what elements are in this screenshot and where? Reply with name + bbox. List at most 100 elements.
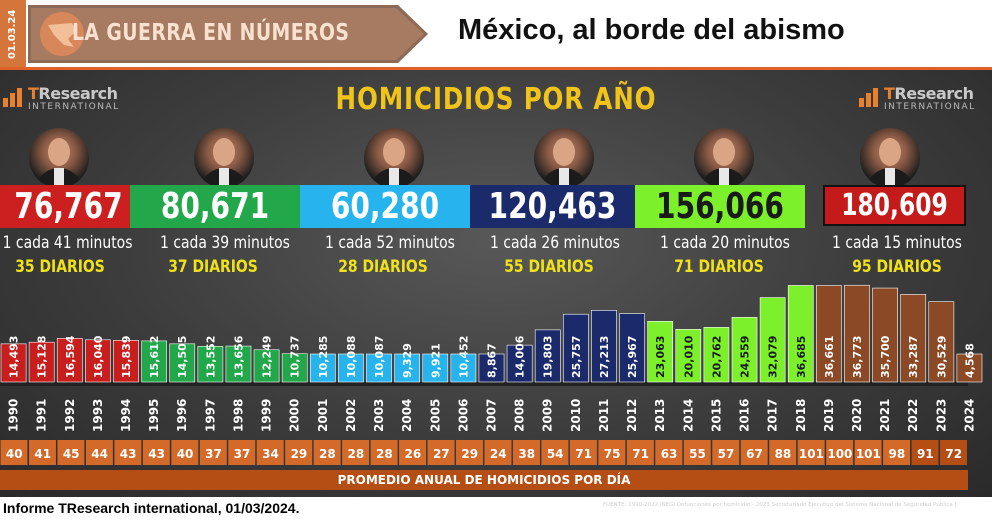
bar-value-label: 27,213 [598, 336, 611, 378]
daily-average-box [285, 440, 313, 465]
chart-panel: TResearch INTERNATIONAL TResearch INTERN… [0, 70, 992, 497]
year-label: 2012 [625, 399, 639, 432]
daily-average-value: 63 [661, 447, 678, 461]
bar-value-label: 33,287 [907, 336, 920, 378]
bar-value-label: 13,552 [204, 336, 217, 378]
bar-2015 [703, 327, 730, 383]
year-label: 2011 [597, 399, 611, 432]
daily-average-box [57, 440, 85, 465]
term-2-daily: 37 DIARIOS [168, 257, 258, 277]
source-note: FUENTE: 1990-2022 INEGI Defunciones por … [603, 502, 957, 508]
daily-average-value: 29 [461, 447, 478, 461]
daily-average-value: 26 [404, 447, 421, 461]
daily-average-value: 41 [34, 447, 51, 461]
year-label: 2001 [316, 399, 330, 432]
bar-value-label: 23,063 [654, 336, 667, 378]
bar-2008 [506, 344, 533, 383]
term-1-daily: 35 DIARIOS [15, 257, 105, 277]
daily-average-value: 101 [856, 447, 881, 461]
year-label: 2002 [344, 399, 358, 432]
bar-value-label: 16,594 [64, 335, 77, 378]
bar-1997 [197, 346, 224, 383]
year-label: 2020 [850, 399, 864, 432]
bar-value-label: 36,661 [823, 336, 836, 378]
bar-1998 [225, 345, 252, 383]
brand-name-prefix: T [28, 84, 39, 103]
daily-average-box [769, 440, 797, 465]
term-5-total: 156,066 [656, 186, 784, 227]
year-label: 2013 [653, 399, 667, 432]
term-2-total: 80,671 [160, 186, 270, 227]
brand-chart-icon [3, 88, 22, 107]
bar-value-label: 15,128 [36, 336, 49, 378]
daily-average-value: 43 [120, 447, 137, 461]
daily-average-value: 101 [799, 447, 824, 461]
daily-average-box [940, 440, 967, 465]
daily-average-box [911, 440, 939, 465]
date-label: 01.03.24 [0, 0, 26, 68]
term-1-total-box: 76,767 [0, 185, 130, 228]
daily-average-box [883, 440, 911, 465]
year-label: 2015 [709, 399, 723, 432]
bar-value-label: 25,757 [570, 336, 583, 378]
daily-average-value: 28 [319, 447, 336, 461]
daily-average-box [399, 440, 427, 465]
daily-average-box [484, 440, 512, 465]
daily-average-value: 72 [945, 447, 962, 461]
daily-average-value: 38 [518, 447, 535, 461]
term-5-total-box: 156,066 [635, 185, 805, 228]
bar-1996 [169, 343, 196, 383]
daily-average-value: 29 [291, 447, 308, 461]
year-label: 2014 [681, 399, 695, 432]
daily-average-label-bar: PROMEDIO ANUAL DE HOMICIDIOS POR DÍA [0, 470, 968, 490]
year-label: 2000 [288, 399, 302, 432]
year-label: 2023 [934, 399, 948, 432]
daily-average-box [569, 440, 597, 465]
term-4-rate: 1 cada 26 minutos [490, 233, 620, 253]
year-label: 1997 [203, 399, 217, 432]
year-label: 1996 [175, 399, 189, 432]
bar-value-label: 20,010 [682, 335, 695, 378]
year-label: 2008 [513, 399, 527, 432]
bar-2005 [422, 353, 449, 383]
year-label: 2018 [794, 399, 808, 432]
daily-average-value: 37 [205, 447, 222, 461]
bar-value-label: 16,040 [92, 335, 105, 378]
brand-sub: INTERNATIONAL [28, 102, 120, 112]
bar-2023 [928, 301, 955, 383]
bar-2007 [478, 353, 505, 383]
year-label: 2017 [766, 399, 780, 432]
daily-average-box [740, 440, 768, 465]
portrait-2 [194, 128, 254, 188]
term-3-total: 60,280 [330, 186, 440, 227]
daily-average-box [826, 440, 854, 465]
bar-2000 [281, 353, 308, 383]
term-5-daily: 71 DIARIOS [674, 257, 764, 277]
daily-average-box [256, 440, 284, 465]
daily-average-value: 71 [575, 447, 592, 461]
daily-average-box [28, 440, 56, 465]
daily-average-box [342, 440, 370, 465]
bar-2010 [562, 313, 589, 383]
term-4-total: 120,463 [488, 186, 617, 227]
term-2-total-box: 80,671 [130, 185, 300, 228]
year-label: 2007 [485, 399, 499, 432]
year-label: 1999 [260, 399, 274, 432]
bar-value-label: 9,921 [429, 343, 442, 378]
bar-value-label: 12,249 [261, 336, 274, 378]
year-label: 2003 [372, 399, 386, 432]
bar-value-label: 36,685 [795, 336, 808, 378]
bar-1993 [85, 339, 111, 383]
bar-value-label: 10,737 [289, 336, 302, 378]
daily-average-value: 88 [775, 447, 792, 461]
daily-average-box [655, 440, 683, 465]
daily-average-box [85, 440, 113, 465]
bar-2013 [647, 321, 674, 383]
bar-value-label: 8,867 [486, 343, 499, 378]
bar-value-label: 20,762 [710, 336, 723, 378]
bar-value-label: 25,967 [626, 336, 639, 378]
bar-2019 [816, 285, 842, 383]
bar-value-label: 10,087 [373, 336, 386, 378]
bar-2004 [394, 353, 421, 383]
